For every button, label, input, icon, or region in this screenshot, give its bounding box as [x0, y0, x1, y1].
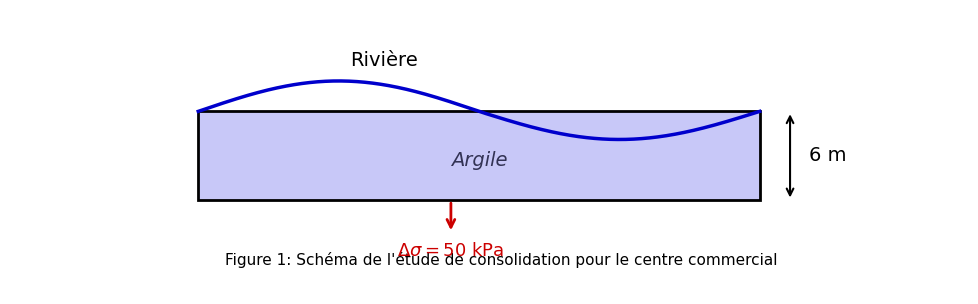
Text: Figure 1: Schéma de l'étude de consolidation pour le centre commercial: Figure 1: Schéma de l'étude de consolida… [225, 252, 778, 268]
Text: Argile: Argile [450, 151, 507, 170]
Text: Rivière: Rivière [349, 51, 417, 71]
Bar [198, 111, 759, 200]
Text: $\Delta\sigma = 50$ kPa: $\Delta\sigma = 50$ kPa [397, 243, 504, 261]
Text: 6 m: 6 m [808, 146, 846, 165]
